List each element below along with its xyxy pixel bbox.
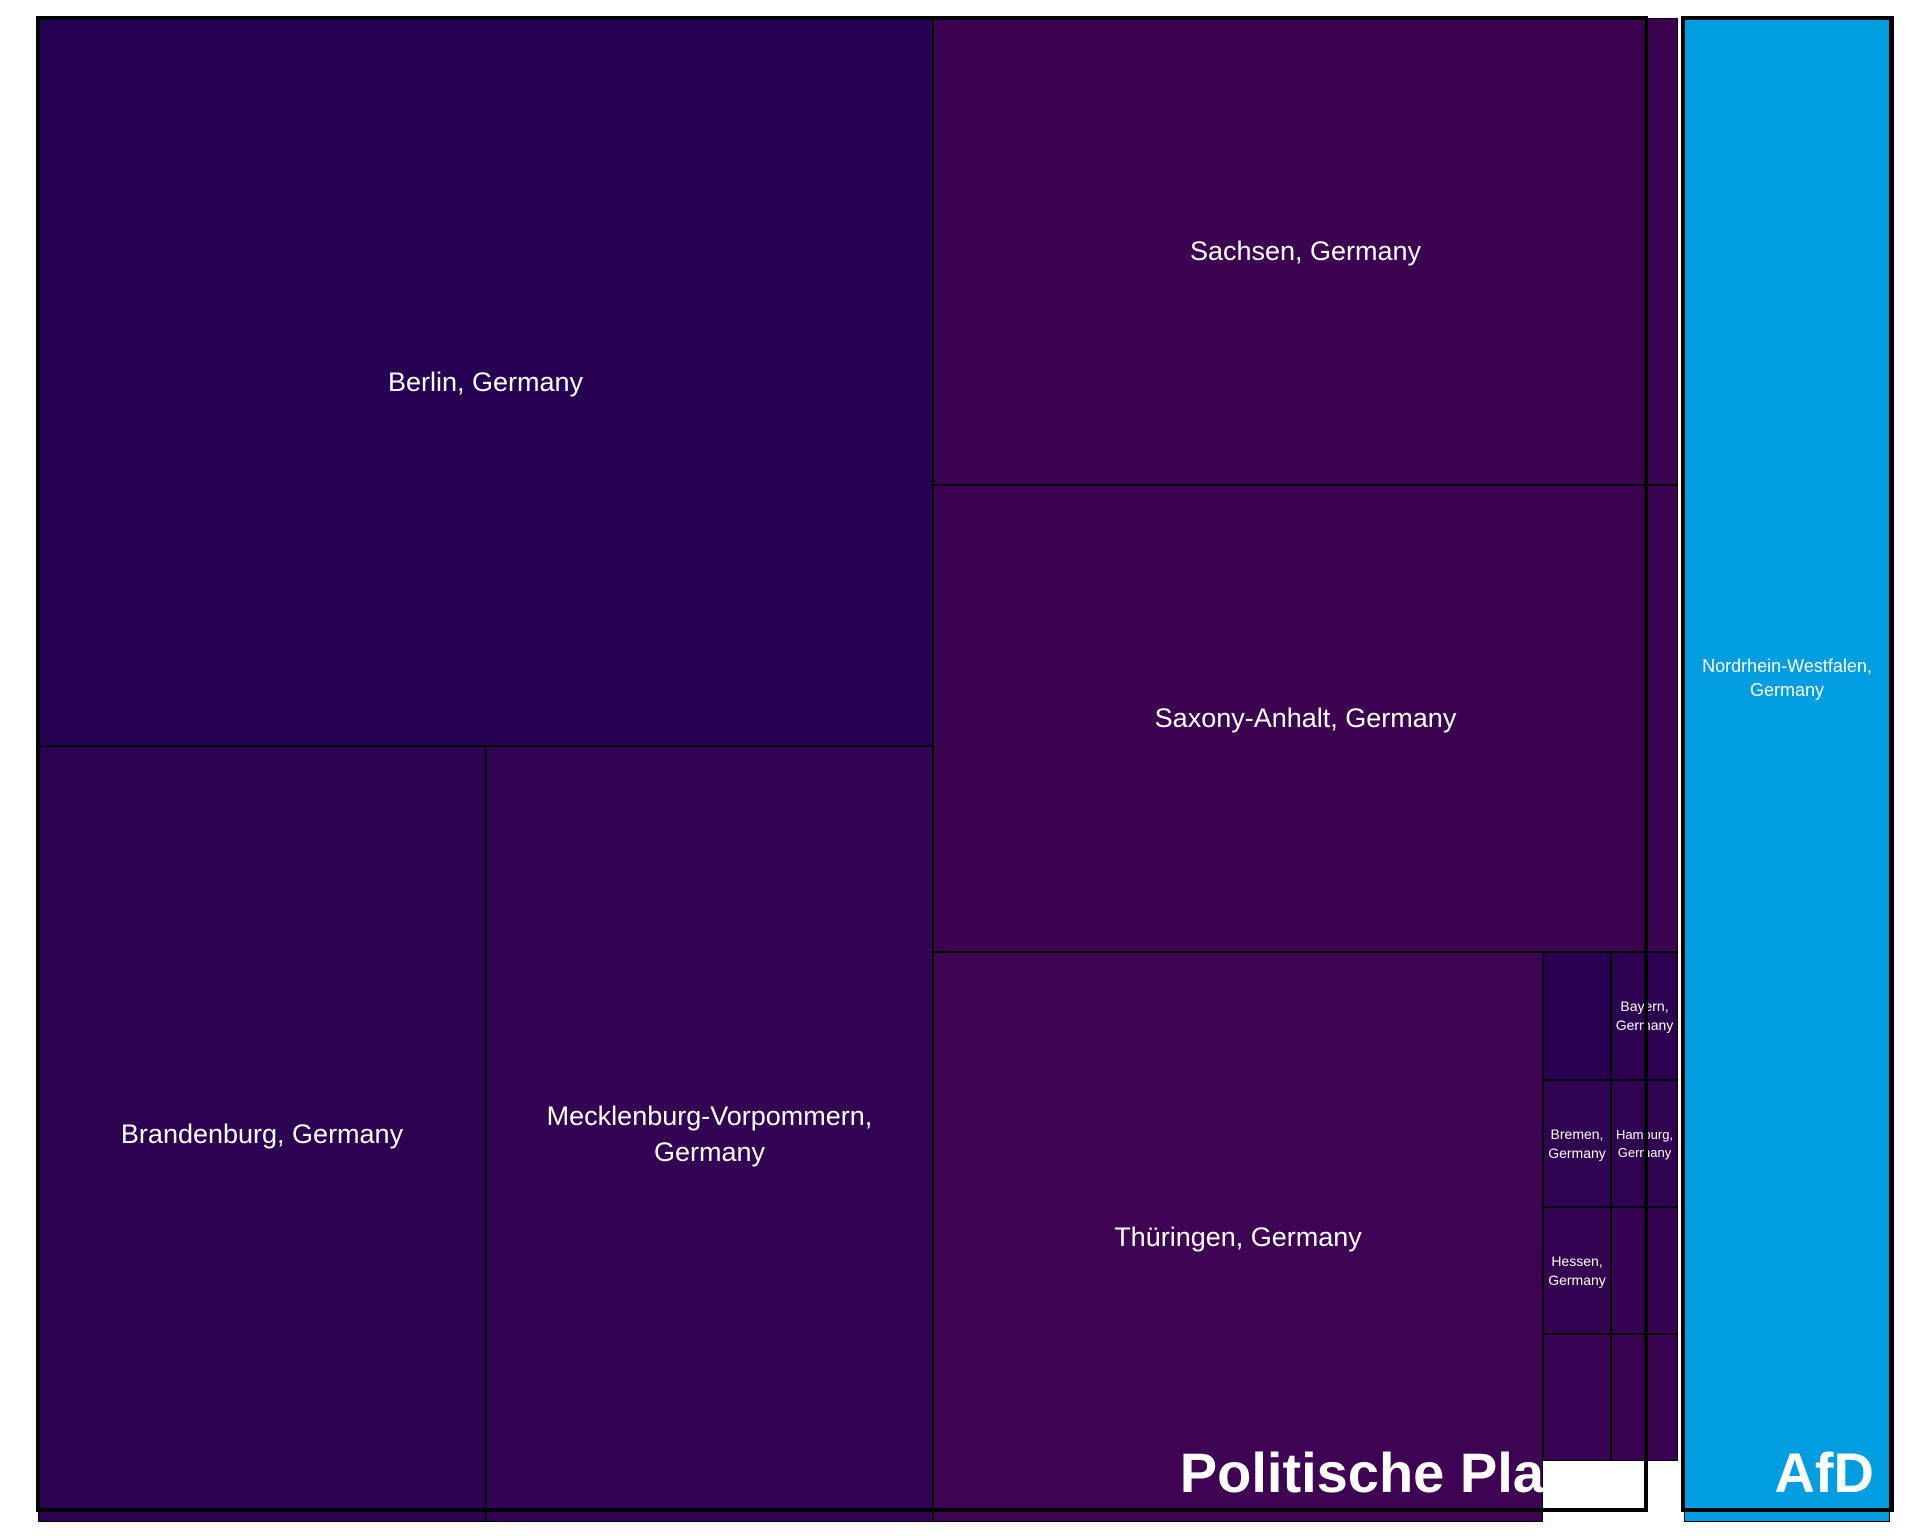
- treemap-cell-label: Bayern, Germany: [1615, 998, 1674, 1033]
- treemap-cell-label: Nordrhein-Westfalen, Germany: [1702, 655, 1872, 700]
- treemap-cell-mecklenburg-vorpommern-germany: Mecklenburg-Vorpommern, Germany: [486, 746, 933, 1522]
- treemap-cell-label: Brandenburg, Germany: [120, 1118, 404, 1149]
- treemap-cell-bayern-germany: Bayern, Germany: [1611, 952, 1678, 1080]
- treemap-cell-label: Bremen, Germany: [1548, 1125, 1606, 1161]
- treemap-cell-saxony-anhalt-germany: Saxony-Anhalt, Germany: [933, 485, 1678, 952]
- treemap-cell-unlabeled-0-12: [1543, 1334, 1611, 1461]
- treemap-cell-label: Sachsen, Germany: [1189, 236, 1422, 267]
- treemap-cell-unlabeled-0-11: [1611, 1207, 1678, 1334]
- treemap-cell-hamburg-germany: Hamburg, Germany: [1611, 1080, 1678, 1207]
- treemap-cell-label: Mecklenburg-Vorpommern, Germany: [546, 1100, 873, 1167]
- treemap-cell-sachsen-germany: Sachsen, Germany: [933, 18, 1678, 485]
- treemap-cell-nordrhein-westfalen-germany: Nordrhein-Westfalen, Germany: [1684, 18, 1890, 1522]
- treemap-group-title: Politische Player: [1179, 1441, 1628, 1504]
- treemap-cell-label: Saxony-Anhalt, Germany: [1154, 703, 1457, 734]
- treemap-cell-label: Berlin, Germany: [387, 366, 584, 397]
- treemap-cell-label: Thüringen, Germany: [1114, 1221, 1362, 1252]
- treemap-cell-label: Hessen, Germany: [1548, 1252, 1606, 1288]
- treemap-cell-label: Hamburg, Germany: [1615, 1126, 1674, 1160]
- treemap-group-title: AfD: [1774, 1441, 1874, 1504]
- treemap-cell-berlin-germany: Berlin, Germany: [38, 18, 933, 746]
- treemap-cell-unlabeled-0-6: [1543, 952, 1611, 1080]
- treemap-cell-brandenburg-germany: Brandenburg, Germany: [38, 746, 486, 1522]
- treemap-cell-hessen-germany: Hessen, Germany: [1543, 1207, 1611, 1334]
- treemap-cell-bremen-germany: Bremen, Germany: [1543, 1080, 1611, 1207]
- treemap-cell-thüringen-germany: Thüringen, Germany: [933, 952, 1543, 1522]
